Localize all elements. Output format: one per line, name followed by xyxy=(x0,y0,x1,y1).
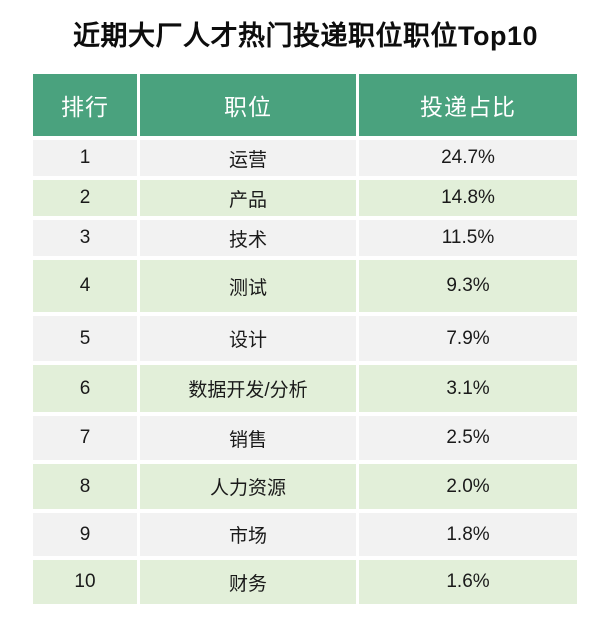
share-cell: 24.7% xyxy=(359,140,577,176)
position-cell: 设计 xyxy=(140,316,356,361)
column-header-position: 职位 xyxy=(140,74,356,136)
rank-cell: 8 xyxy=(33,464,137,509)
position-cell: 技术 xyxy=(140,220,356,256)
position-cell: 人力资源 xyxy=(140,464,356,509)
position-cell: 测试 xyxy=(140,260,356,312)
page-title: 近期大厂人才热门投递职位职位Top10 xyxy=(72,21,538,51)
share-cell: 7.9% xyxy=(359,316,577,361)
share-cell: 1.8% xyxy=(359,513,577,556)
share-cell: 1.6% xyxy=(359,560,577,604)
position-cell: 数据开发/分析 xyxy=(140,365,356,412)
rank-cell: 3 xyxy=(33,220,137,256)
rank-cell: 10 xyxy=(33,560,137,604)
rank-cell: 2 xyxy=(33,180,137,216)
column-header-rank: 排行 xyxy=(33,74,137,136)
share-cell: 3.1% xyxy=(359,365,577,412)
position-cell: 产品 xyxy=(140,180,356,216)
rank-cell: 4 xyxy=(33,260,137,312)
column-header-share: 投递占比 xyxy=(359,74,577,136)
share-cell: 11.5% xyxy=(359,220,577,256)
share-cell: 9.3% xyxy=(359,260,577,312)
rank-cell: 5 xyxy=(33,316,137,361)
ranking-table: 排行 职位 投递占比 1 运营 24.7% 2 产品 14.8% 3 技术 11… xyxy=(33,74,577,604)
rank-cell: 1 xyxy=(33,140,137,176)
position-cell: 市场 xyxy=(140,513,356,556)
position-cell: 销售 xyxy=(140,416,356,460)
position-cell: 运营 xyxy=(140,140,356,176)
share-cell: 2.0% xyxy=(359,464,577,509)
position-cell: 财务 xyxy=(140,560,356,604)
share-cell: 2.5% xyxy=(359,416,577,460)
rank-cell: 7 xyxy=(33,416,137,460)
rank-cell: 9 xyxy=(33,513,137,556)
share-cell: 14.8% xyxy=(359,180,577,216)
rank-cell: 6 xyxy=(33,365,137,412)
